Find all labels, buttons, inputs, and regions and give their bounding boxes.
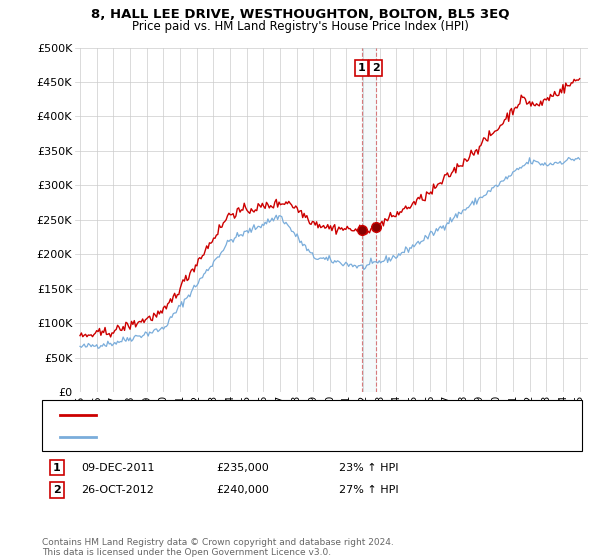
Text: 09-DEC-2011: 09-DEC-2011 [81, 463, 155, 473]
Text: HPI: Average price, detached house, Bolton: HPI: Average price, detached house, Bolt… [105, 432, 331, 442]
Text: 23% ↑ HPI: 23% ↑ HPI [339, 463, 398, 473]
Text: Price paid vs. HM Land Registry's House Price Index (HPI): Price paid vs. HM Land Registry's House … [131, 20, 469, 32]
Bar [362, 48, 376, 392]
Text: £235,000: £235,000 [216, 463, 269, 473]
Text: 8, HALL LEE DRIVE, WESTHOUGHTON, BOLTON, BL5 3EQ (detached house): 8, HALL LEE DRIVE, WESTHOUGHTON, BOLTON,… [105, 409, 494, 419]
Text: 1: 1 [53, 463, 61, 473]
Text: 2: 2 [53, 485, 61, 495]
Text: £240,000: £240,000 [216, 485, 269, 495]
Text: 8, HALL LEE DRIVE, WESTHOUGHTON, BOLTON, BL5 3EQ: 8, HALL LEE DRIVE, WESTHOUGHTON, BOLTON,… [91, 8, 509, 21]
Text: 2: 2 [372, 63, 380, 73]
Text: 1: 1 [358, 63, 365, 73]
Text: Contains HM Land Registry data © Crown copyright and database right 2024.
This d: Contains HM Land Registry data © Crown c… [42, 538, 394, 557]
Text: 27% ↑ HPI: 27% ↑ HPI [339, 485, 398, 495]
Text: 26-OCT-2012: 26-OCT-2012 [81, 485, 154, 495]
